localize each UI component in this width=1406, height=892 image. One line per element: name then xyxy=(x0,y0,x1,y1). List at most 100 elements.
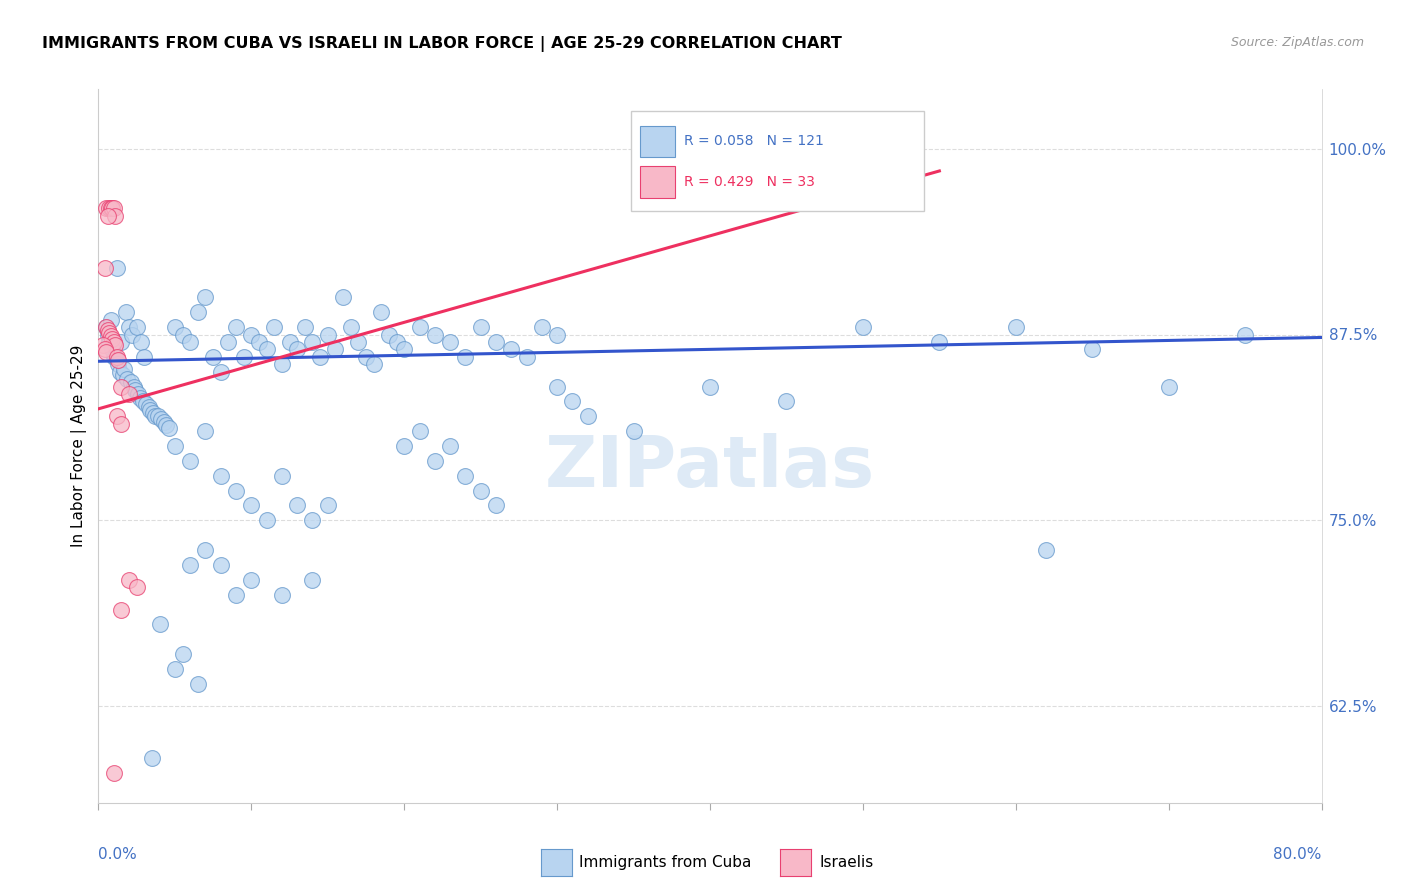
Point xyxy=(530,320,553,334)
Point xyxy=(107,352,129,367)
Point xyxy=(225,320,247,334)
Point xyxy=(470,320,492,334)
Point xyxy=(240,573,263,587)
Point xyxy=(172,327,194,342)
Point xyxy=(501,343,523,357)
Point xyxy=(146,409,169,424)
Point xyxy=(94,345,117,359)
Point xyxy=(516,350,538,364)
Point xyxy=(104,209,127,223)
Point xyxy=(117,372,139,386)
Point xyxy=(100,329,122,343)
Point xyxy=(111,368,134,382)
Point xyxy=(100,201,122,215)
Point xyxy=(127,387,149,401)
Point xyxy=(94,320,117,334)
Point xyxy=(105,260,128,275)
Point xyxy=(209,365,232,379)
Point xyxy=(134,350,156,364)
Point xyxy=(98,334,121,349)
Text: Source: ZipAtlas.com: Source: ZipAtlas.com xyxy=(1230,36,1364,49)
Point xyxy=(179,558,201,572)
Point xyxy=(179,454,201,468)
Text: 0.0%: 0.0% xyxy=(98,847,138,863)
Point xyxy=(1004,320,1026,334)
Point xyxy=(202,350,225,364)
Point xyxy=(97,323,120,337)
Point xyxy=(107,357,129,371)
Point xyxy=(294,320,316,334)
Point xyxy=(105,350,128,364)
Point xyxy=(423,327,446,342)
Point xyxy=(150,412,173,426)
Point xyxy=(187,305,209,319)
Point xyxy=(285,343,308,357)
Text: IMMIGRANTS FROM CUBA VS ISRAELI IN LABOR FORCE | AGE 25-29 CORRELATION CHART: IMMIGRANTS FROM CUBA VS ISRAELI IN LABOR… xyxy=(42,36,842,52)
Point xyxy=(339,320,361,334)
Point xyxy=(108,365,131,379)
Point xyxy=(101,343,124,357)
Point xyxy=(623,424,645,438)
Point xyxy=(135,397,157,411)
Point xyxy=(172,647,194,661)
Point xyxy=(100,312,122,326)
Point xyxy=(1234,327,1257,342)
Point xyxy=(270,357,292,371)
Point xyxy=(270,588,292,602)
Point xyxy=(347,334,370,349)
Point xyxy=(263,320,285,334)
Point xyxy=(454,468,477,483)
Point xyxy=(301,334,323,349)
Point xyxy=(423,454,446,468)
Point xyxy=(194,424,217,438)
Point xyxy=(470,483,492,498)
Point xyxy=(1081,343,1104,357)
Point xyxy=(209,468,232,483)
Point xyxy=(163,662,186,676)
Point xyxy=(101,332,124,346)
Text: 80.0%: 80.0% xyxy=(1274,847,1322,863)
Point xyxy=(125,320,148,334)
Point xyxy=(392,343,416,357)
Point xyxy=(128,392,150,406)
Point xyxy=(225,483,247,498)
Point xyxy=(232,350,254,364)
Point xyxy=(485,334,508,349)
Point xyxy=(118,573,141,587)
Point xyxy=(370,305,392,319)
Point xyxy=(325,343,347,357)
Point xyxy=(125,580,148,594)
Point xyxy=(699,379,721,393)
Point xyxy=(124,383,146,397)
Point xyxy=(153,415,176,429)
Point xyxy=(163,439,186,453)
Point xyxy=(105,409,128,424)
Point xyxy=(112,361,135,376)
Point xyxy=(110,334,132,349)
Point xyxy=(115,305,138,319)
Point xyxy=(104,338,127,352)
Point xyxy=(194,290,217,304)
Point xyxy=(256,343,278,357)
Point xyxy=(118,320,141,334)
Point xyxy=(194,543,217,558)
Point xyxy=(110,602,132,616)
Point xyxy=(143,409,166,424)
Point xyxy=(138,401,160,415)
Point xyxy=(149,617,172,632)
Point xyxy=(240,327,263,342)
Point xyxy=(110,379,132,393)
Point xyxy=(163,320,186,334)
Point xyxy=(141,751,163,765)
Point xyxy=(91,338,114,352)
Point xyxy=(316,327,339,342)
Point xyxy=(179,334,201,349)
Point xyxy=(103,201,125,215)
Point xyxy=(225,588,247,602)
Point xyxy=(408,320,430,334)
Point xyxy=(103,350,125,364)
Point xyxy=(122,379,145,393)
Point xyxy=(270,468,292,483)
Point xyxy=(285,499,308,513)
Point xyxy=(103,334,125,349)
